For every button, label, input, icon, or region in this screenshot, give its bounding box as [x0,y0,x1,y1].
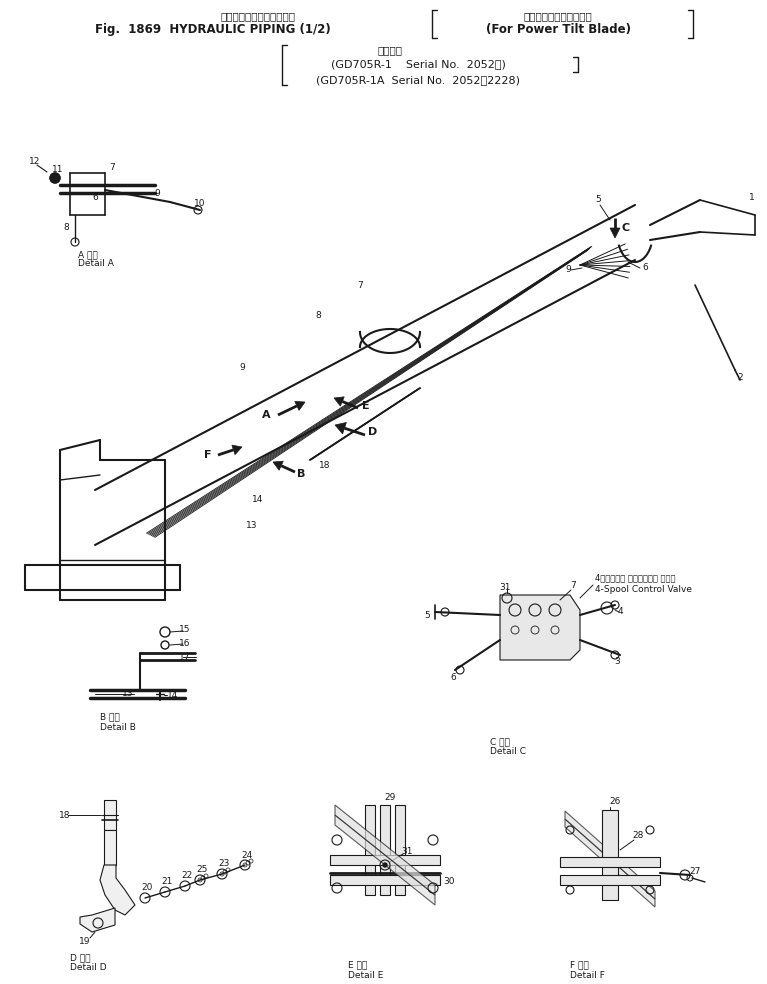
Text: 9: 9 [239,363,245,373]
Polygon shape [295,401,305,410]
Text: 15: 15 [179,626,191,635]
Text: 9: 9 [565,266,571,275]
Polygon shape [104,830,116,865]
Text: 25: 25 [196,866,208,875]
Polygon shape [365,805,375,895]
Polygon shape [335,815,435,905]
Text: Detail E: Detail E [348,970,384,979]
Text: ハイドロリックパイピング: ハイドロリックパイピング [220,11,295,21]
Text: 31: 31 [401,847,413,856]
Text: 7: 7 [109,163,115,172]
Polygon shape [395,805,405,895]
Text: 6: 6 [450,673,456,683]
Text: 20: 20 [141,884,153,892]
Text: C: C [622,223,630,233]
Polygon shape [560,875,660,885]
Text: 30: 30 [443,878,455,887]
Text: Detail B: Detail B [100,722,136,731]
Text: 23: 23 [219,859,229,869]
Text: Detail D: Detail D [70,963,107,972]
Polygon shape [334,397,344,406]
Text: 22: 22 [181,872,193,881]
Text: D: D [368,427,377,437]
Polygon shape [380,805,390,895]
Polygon shape [500,595,580,660]
Polygon shape [100,865,135,915]
Text: 13: 13 [121,689,133,698]
Polygon shape [335,422,347,434]
Circle shape [50,173,60,183]
Polygon shape [330,875,440,885]
Text: F 詳細: F 詳細 [570,960,589,969]
Text: 2: 2 [737,374,742,383]
Polygon shape [80,908,115,932]
Text: 29: 29 [384,793,396,803]
Text: Detail F: Detail F [570,970,605,979]
Text: 24: 24 [242,850,252,859]
Text: B: B [297,469,305,479]
Text: (GD705R-1    Serial No.  2052～): (GD705R-1 Serial No. 2052～) [331,59,505,69]
Text: F: F [204,450,212,460]
Text: 1: 1 [749,194,755,203]
Text: 10: 10 [194,200,206,209]
Text: 12: 12 [29,157,41,166]
Text: 31: 31 [499,584,511,592]
Text: B 詳細: B 詳細 [100,712,120,721]
Polygon shape [602,810,618,900]
Text: D 詳細: D 詳細 [70,953,91,962]
Polygon shape [104,800,116,830]
Text: A 詳細: A 詳細 [78,251,97,260]
Text: 4-Spool Control Valve: 4-Spool Control Valve [595,585,692,594]
Text: E: E [362,401,370,411]
Polygon shape [232,445,242,455]
Text: パワーチルトブレード用: パワーチルトブレード用 [524,11,592,21]
Text: 適用号機: 適用号機 [377,45,403,55]
Text: 18: 18 [319,461,331,470]
Text: E 詳細: E 詳細 [348,960,367,969]
Text: 18: 18 [59,811,71,820]
Text: Fig.  1869  HYDRAULIC PIPING (1/2): Fig. 1869 HYDRAULIC PIPING (1/2) [95,24,331,36]
Text: 14: 14 [167,691,179,700]
Text: 8: 8 [63,223,69,232]
Text: 28: 28 [632,830,644,839]
Polygon shape [610,228,620,238]
Text: 5: 5 [595,196,601,205]
Text: 8: 8 [315,311,321,320]
Text: 6: 6 [92,194,98,203]
Text: (For Power Tilt Blade): (For Power Tilt Blade) [486,24,630,36]
Text: 19: 19 [79,938,91,947]
Polygon shape [330,855,440,865]
Circle shape [383,863,387,867]
Text: 3: 3 [614,657,620,666]
Text: 4: 4 [617,607,623,617]
Text: (GD705R-1A  Serial No.  2052～2228): (GD705R-1A Serial No. 2052～2228) [316,75,520,85]
Text: 6: 6 [642,264,648,273]
Text: 7: 7 [357,280,363,289]
Polygon shape [335,805,435,895]
Polygon shape [565,819,655,907]
Text: 26: 26 [609,797,621,807]
Text: 13: 13 [246,521,258,529]
Polygon shape [273,461,283,470]
Text: A: A [262,410,270,420]
Text: 7: 7 [570,581,576,589]
Text: 11: 11 [52,165,64,174]
Polygon shape [560,857,660,867]
Text: C 詳細: C 詳細 [490,737,510,747]
Text: 21: 21 [161,878,173,887]
Text: 16: 16 [179,640,191,648]
Text: 27: 27 [690,868,701,877]
Text: Detail A: Detail A [78,260,114,269]
Text: 4ースプール コントロール バルブ: 4ースプール コントロール バルブ [595,574,676,583]
Text: Detail C: Detail C [490,748,526,757]
Polygon shape [565,811,655,899]
Text: 5: 5 [424,610,430,620]
Text: 9: 9 [154,189,160,198]
Text: 14: 14 [252,496,264,505]
Text: 17: 17 [179,652,191,661]
